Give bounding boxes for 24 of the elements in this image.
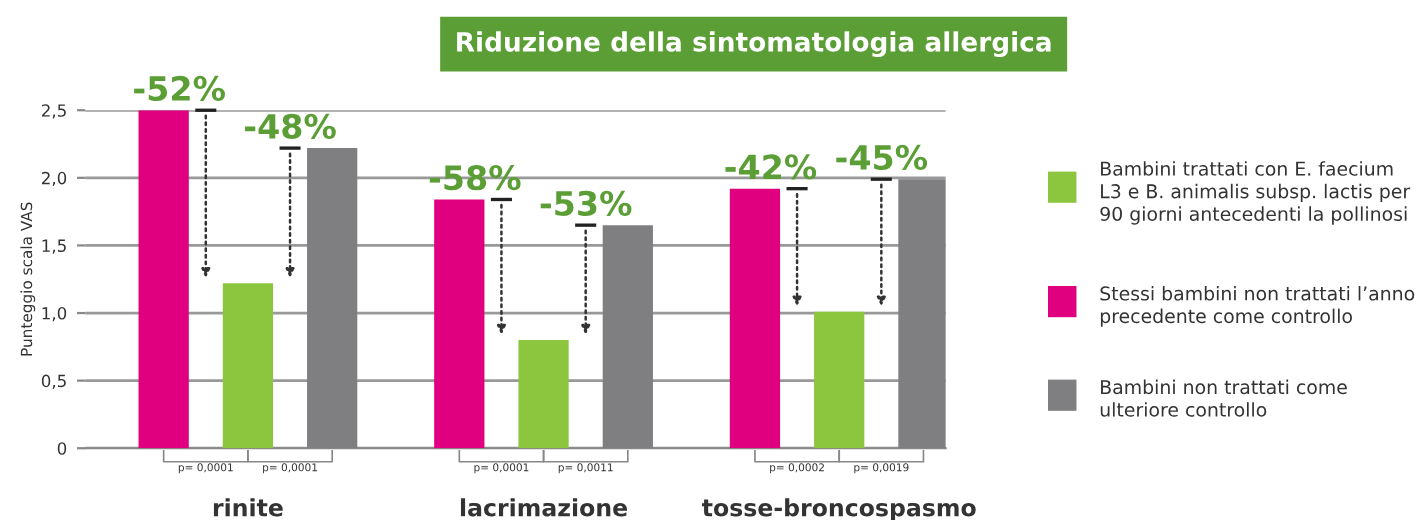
bar <box>814 311 865 449</box>
bar <box>138 110 189 449</box>
legend-label: Stessi bambini non trattati l’anno precedente come controllo <box>1100 286 1415 327</box>
annotation: -42% <box>725 154 817 180</box>
chart-title: Riduzione della sintomatologia allergica <box>457 31 1051 58</box>
bar <box>434 199 485 449</box>
y-tick-label: 1,5 <box>42 239 66 254</box>
annotation: -58% <box>429 165 521 191</box>
y-tick-label: 0 <box>57 442 67 455</box>
legend-label: Bambini trattati con E. faecium L3 e B. animalis subsp. lactis per 90 giorni antecedenti la pollinosi <box>1100 161 1411 225</box>
y-tick-label: 2,5 <box>41 104 66 119</box>
text: -52% <box>134 75 225 102</box>
x-tick-label: lacrimazione <box>460 498 627 517</box>
bar <box>729 188 781 449</box>
y-tick-label: 2,0 <box>41 171 67 187</box>
bar <box>222 283 274 449</box>
x-tick-label: rinite <box>213 498 283 517</box>
y-tick-label: 0,5 <box>41 374 66 389</box>
legend-label: Bambini non trattati come ulteriore controllo <box>1100 379 1347 417</box>
bar <box>518 340 569 449</box>
y-tick-label: 1,0 <box>42 307 67 322</box>
annotation: -45% <box>836 144 928 171</box>
annotation: -48% <box>245 113 336 139</box>
annotation: -53% <box>540 190 632 216</box>
